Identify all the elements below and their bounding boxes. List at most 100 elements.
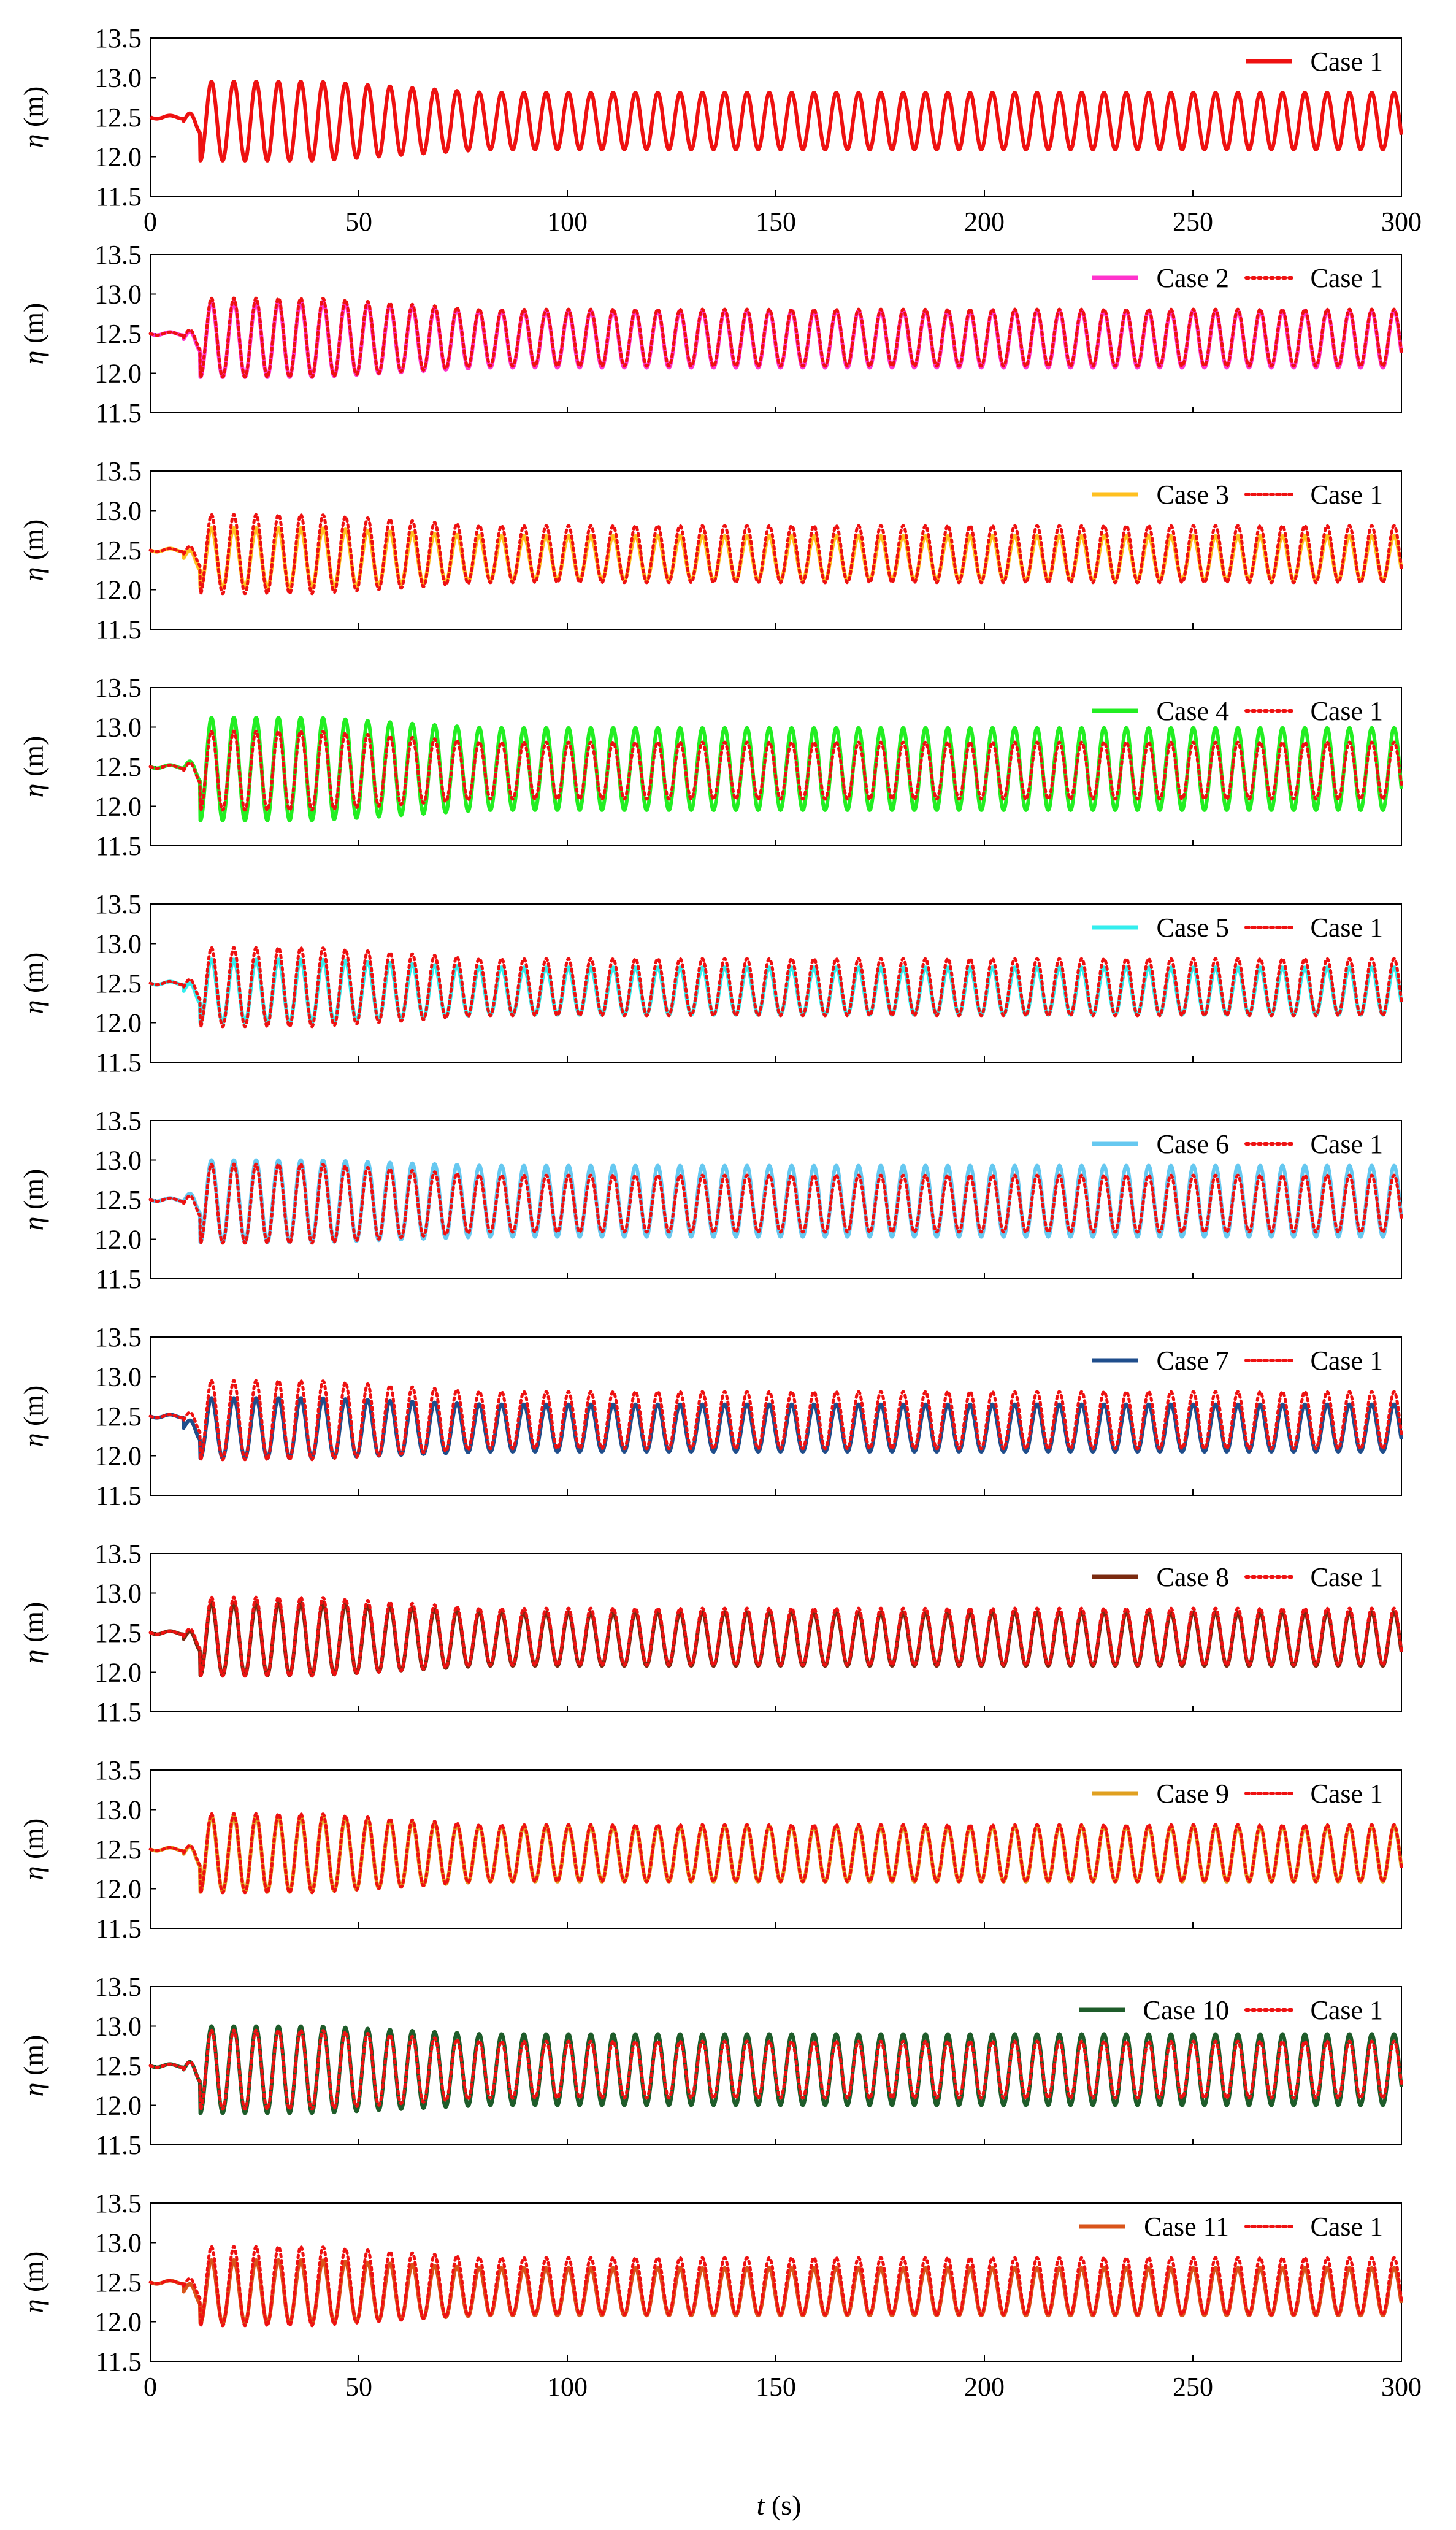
y-axis-label: η (m) [18,1602,49,1664]
y-axis-label-unit: (m) [18,2035,49,2083]
y-tick-label: 13.5 [94,889,142,919]
y-tick-label: 13.0 [94,1579,142,1609]
series-line-case-1 [148,729,1403,812]
y-axis-label-unit: (m) [18,1169,49,1217]
legend-label: Case 4 [1156,696,1229,726]
x-axis-label-var: t [757,2490,765,2521]
y-axis-label: η (m) [18,736,49,798]
y-tick-label: 13.0 [94,280,142,310]
chart-panel-5: 13.5 13.0 12.5 12.0 11.5 η (m) Case 1 Case 5 [18,889,1403,1078]
chart-panel-2: 13.5 13.0 12.5 12.0 11.5 η (m) Case 1 Case 2 [18,240,1403,428]
y-tick-label: 12.0 [94,575,142,605]
x-tick-label: 250 [1173,2372,1213,2402]
y-axis-label-var: η [18,1433,49,1447]
y-tick-label: 12.0 [94,359,142,389]
y-tick-label: 13.5 [94,1539,142,1569]
y-tick-label: 13.0 [94,1795,142,1825]
y-axis-label: η (m) [18,1169,49,1231]
series-line-case-1 [148,1162,1403,1245]
y-tick-label: 12.0 [94,792,142,822]
y-axis-label: η (m) [18,519,49,581]
panels-group: 13.5 13.0 12.5 12.0 11.5 η (m) 0 50 100 150 200 250… [18,23,1422,2402]
legend: Case 1 [1246,47,1383,77]
y-tick-label: 12.0 [94,1874,142,1904]
y-axis-label: η (m) [18,303,49,365]
y-axis-label-unit: (m) [18,86,49,134]
legend-label: Case 11 [1144,2212,1229,2242]
legend: Case 1 Case 4 [1092,696,1383,726]
y-tick-label: 13.0 [94,2012,142,2042]
legend-label: Case 8 [1156,1562,1229,1592]
legend-label: Case 5 [1156,913,1229,943]
y-axis-label-unit: (m) [18,303,49,351]
legend-label: Case 1 [1310,696,1383,726]
legend-label: Case 1 [1310,47,1383,77]
legend: Case 1 Case 2 [1092,263,1383,293]
x-tick-label: 100 [547,2372,588,2402]
series-line-case-1 [148,1595,1403,1678]
x-axis-label: t (s) [757,2490,802,2521]
chart-panel-9: 13.5 13.0 12.5 12.0 11.5 η (m) Case 1 Case 9 [18,1755,1403,1944]
y-tick-label: 12.0 [94,2307,142,2337]
legend-label: Case 1 [1310,1995,1383,2025]
y-tick-label: 12.0 [94,142,142,172]
x-tick-label: 150 [756,207,796,237]
y-tick-label: 13.5 [94,456,142,486]
series-line-case-1 [148,296,1403,379]
y-axis-label-var: η [18,567,49,581]
y-tick-label: 13.5 [94,23,142,53]
y-tick-label: 12.5 [94,535,142,565]
y-tick-label: 13.0 [94,1146,142,1176]
series-line-case-1 [148,1812,1403,1895]
legend-label: Case 9 [1156,1779,1229,1809]
y-tick-label: 13.5 [94,1322,142,1352]
y-axis-label-var: η [18,351,49,365]
chart-panel-3: 13.5 13.0 12.5 12.0 11.5 η (m) Case 1 Case 3 [18,456,1403,645]
y-axis-label: η (m) [18,953,49,1014]
y-tick-label: 12.0 [94,1225,142,1255]
y-tick-label: 13.0 [94,1362,142,1392]
y-tick-label: 12.5 [94,319,142,349]
x-tick-label: 200 [964,2372,1005,2402]
series-line-case-1 [148,2028,1403,2111]
legend: Case 1 Case 9 [1092,1779,1383,1809]
y-tick-label: 13.5 [94,1106,142,1136]
y-axis-label-var: η [18,2083,49,2097]
x-axis-group: t (s) [757,2490,802,2521]
y-tick-label: 13.0 [94,713,142,743]
chart-panel-7: 13.5 13.0 12.5 12.0 11.5 η (m) Case 1 Case 7 [18,1322,1403,1511]
x-axis-label-unit: (s) [764,2490,801,2521]
legend: Case 1 Case 10 [1079,1995,1383,2025]
y-tick-label: 12.5 [94,1618,142,1648]
legend-label: Case 1 [1310,1129,1383,1159]
legend-label: Case 7 [1156,1346,1229,1376]
x-tick-label: 300 [1381,207,1422,237]
y-tick-label: 13.5 [94,1972,142,2002]
y-tick-label: 12.5 [94,752,142,782]
y-tick-label: 12.5 [94,1834,142,1865]
legend-label: Case 1 [1310,1779,1383,1809]
y-tick-label: 13.5 [94,2188,142,2218]
y-tick-label: 13.5 [94,240,142,270]
y-axis-label-var: η [18,1866,49,1880]
legend-label: Case 1 [1310,913,1383,943]
y-tick-label: 13.0 [94,63,142,93]
y-axis-label-unit: (m) [18,953,49,1000]
legend-label: Case 2 [1156,263,1229,293]
legend: Case 1 Case 3 [1092,480,1383,510]
y-tick-label: 11.5 [96,1697,142,1727]
legend: Case 1 Case 11 [1079,2212,1383,2242]
y-axis-label-unit: (m) [18,2252,49,2299]
y-tick-label: 12.5 [94,2267,142,2298]
series-line-case-1 [148,946,1403,1029]
chart-panel-8: 13.5 13.0 12.5 12.0 11.5 η (m) Case 1 Case 8 [18,1539,1403,1727]
y-tick-label: 13.0 [94,496,142,526]
y-tick-label: 12.5 [94,102,142,132]
chart-panel-11: 13.5 13.0 12.5 12.0 11.5 η (m) 0 50 100 150 200 250… [18,2188,1422,2402]
y-tick-label: 11.5 [96,1264,142,1294]
x-tick-label: 100 [547,207,588,237]
y-tick-label: 13.5 [94,673,142,703]
series-line-case-1 [148,80,1403,163]
y-tick-label: 13.0 [94,2228,142,2258]
